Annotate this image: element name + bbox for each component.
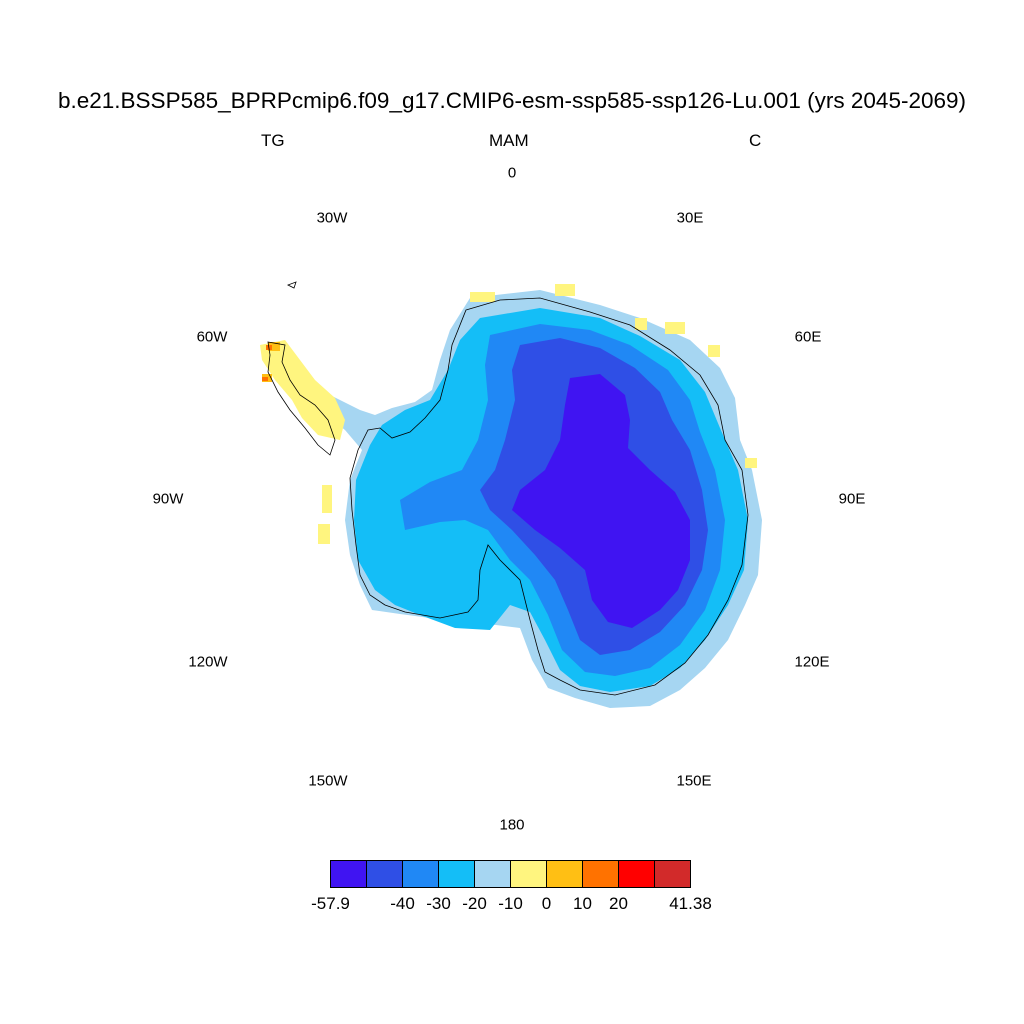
units-label: C (749, 131, 762, 150)
colorbar-box-4 (474, 860, 511, 888)
peninsula-outline (267, 341, 336, 456)
colorbar-tick-label: 0 (541, 894, 552, 913)
colorbar-tick-label: -57.9 (311, 894, 350, 913)
colorbar-tick-label: 41.38 (669, 894, 712, 913)
colorbar-box-1 (366, 860, 403, 888)
colorbar-tick-label: -30 (426, 894, 451, 913)
region-below-minus-40 (512, 374, 690, 628)
colorbar-tick-label: 20 (609, 894, 628, 913)
lon-label-180: 180 (499, 816, 525, 834)
lon-label-60e: 60E (794, 328, 822, 346)
colorbar-box-9 (654, 860, 691, 888)
colorbar-box-7 (582, 860, 619, 888)
lon-label-120e: 120E (794, 653, 830, 671)
colorbar-box-8 (618, 860, 655, 888)
island-outline (287, 281, 297, 289)
colorbar (330, 860, 691, 888)
coastline (349, 297, 749, 696)
variable-label: TG (261, 131, 285, 150)
colorbar-box-0 (330, 860, 367, 888)
colorbar-box-2 (402, 860, 439, 888)
lon-label-0: 0 (507, 164, 517, 182)
lon-label-60w: 60W (196, 328, 228, 346)
colorbar-box-6 (546, 860, 583, 888)
colorbar-tick-label: -40 (390, 894, 415, 913)
lon-label-150e: 150E (676, 772, 712, 790)
lon-label-120w: 120W (188, 653, 228, 671)
plot-title: b.e21.BSSP585_BPRPcmip6.f09_g17.CMIP6-es… (57, 88, 966, 113)
season-label: MAM (489, 131, 529, 150)
colorbar-tick-label: 10 (573, 894, 592, 913)
lon-label-30e: 30E (676, 209, 704, 227)
lon-label-30w: 30W (316, 209, 348, 227)
colorbar-tick-label: -20 (462, 894, 487, 913)
lon-label-90w: 90W (152, 490, 184, 508)
colorbar-box-5 (510, 860, 547, 888)
colorbar-tick-label: -10 (498, 894, 523, 913)
lon-label-90e: 90E (838, 490, 866, 508)
lon-label-150w: 150W (308, 772, 348, 790)
colorbar-box-3 (438, 860, 475, 888)
